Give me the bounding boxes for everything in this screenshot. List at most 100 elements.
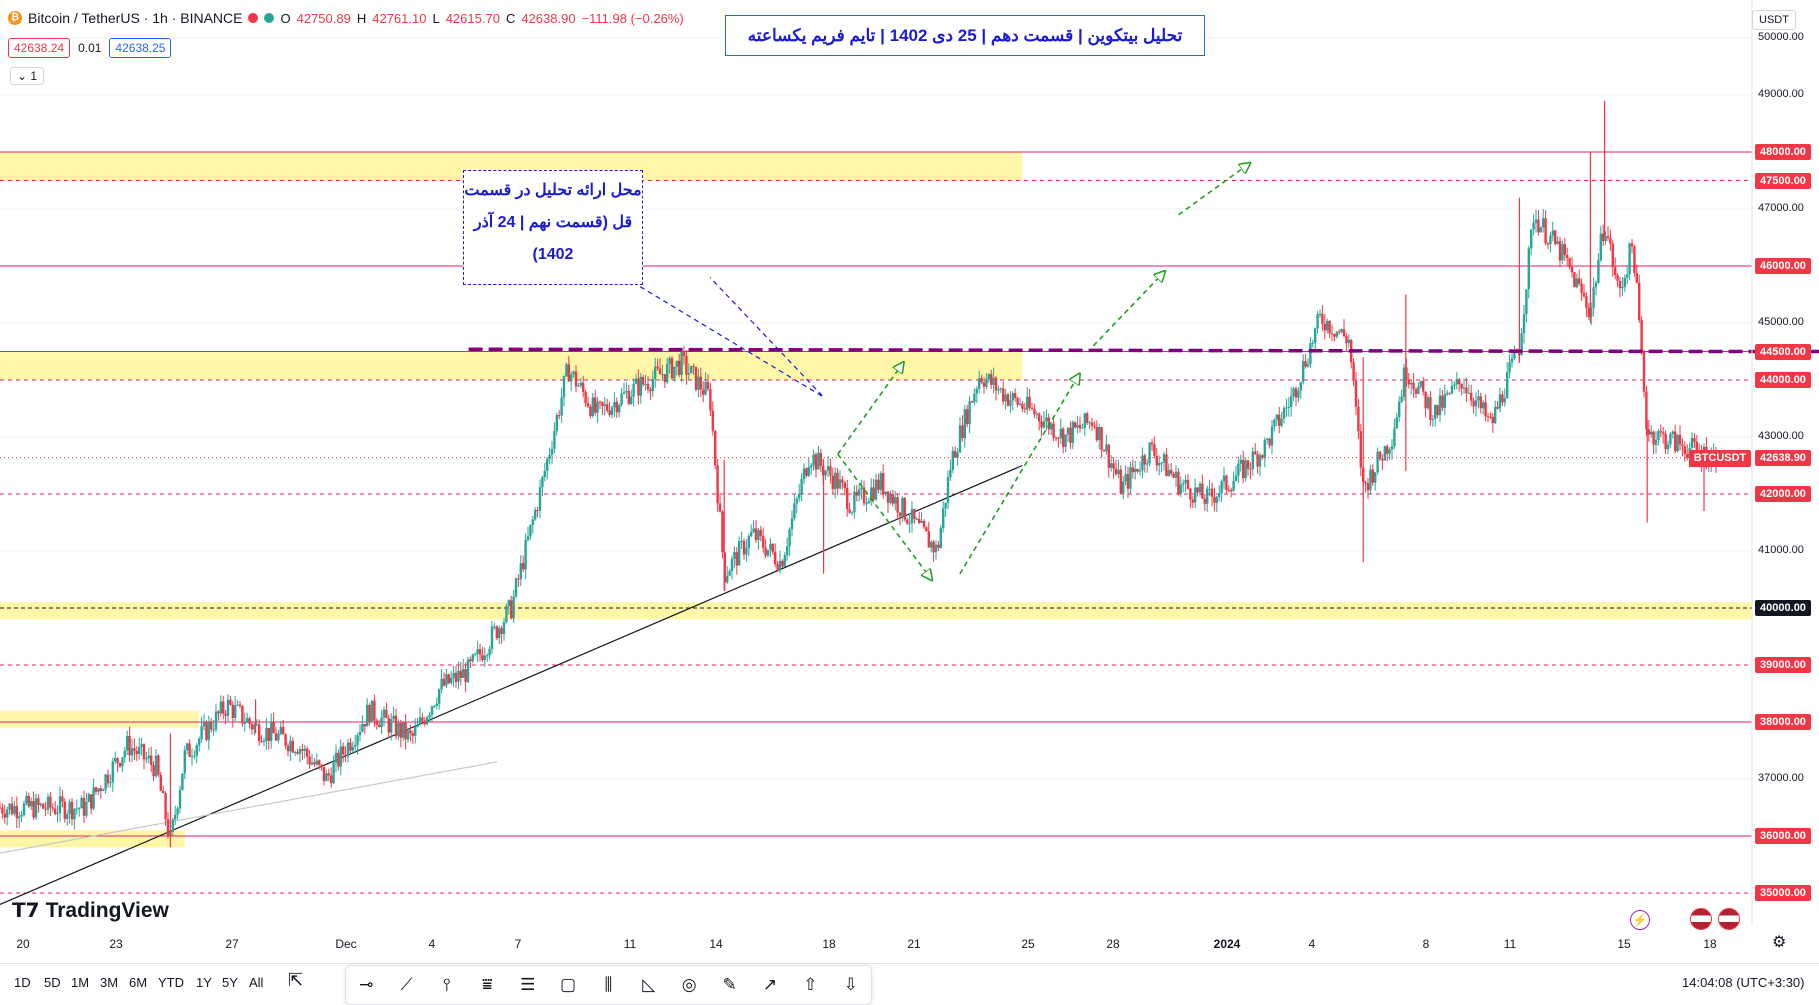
candle-body	[118, 763, 122, 767]
candle-body	[1254, 451, 1257, 455]
range-button-ytd[interactable]: YTD	[158, 975, 184, 990]
candle-body	[253, 725, 256, 730]
circle-tool-icon[interactable]: ◎	[681, 975, 697, 994]
candle-body	[207, 721, 210, 740]
candle-body	[716, 465, 719, 504]
fib-retracement-tool-icon[interactable]: ☰	[520, 975, 536, 994]
candle-body	[138, 747, 141, 755]
candle-body	[632, 383, 635, 397]
candle-body	[181, 773, 184, 790]
trend-line-tool-icon[interactable]: ⟋	[400, 975, 413, 994]
triangle-tool-icon[interactable]: ◺	[642, 975, 656, 994]
vertical-line-tool-icon[interactable]: ⫯	[443, 975, 451, 994]
candle-body	[1054, 437, 1058, 439]
rectangle-tool-icon[interactable]: ▢	[560, 975, 577, 994]
flag-us-icon[interactable]	[1690, 908, 1712, 930]
candle-body	[1196, 487, 1199, 493]
parallel-channel-tool-icon[interactable]: ⩸	[482, 975, 493, 994]
candle-body	[121, 757, 124, 767]
chart-title-box: تحلیل بیتکوین | قسمت دهم | 25 دی 1402 | …	[725, 15, 1205, 56]
sell-button[interactable]: 42638.24	[8, 38, 71, 58]
candle-body	[1513, 350, 1516, 359]
candle-body	[774, 552, 777, 565]
green-projection-arrow	[1178, 163, 1250, 216]
buy-button[interactable]: 42638.25	[109, 38, 172, 58]
candle-body	[1309, 343, 1312, 364]
range-button-1m[interactable]: 1M	[71, 975, 90, 990]
arrow-down-tool-icon[interactable]: ⇩	[843, 975, 858, 994]
candle-body	[258, 724, 261, 742]
candle-body	[1035, 413, 1038, 415]
candle-body	[78, 808, 81, 810]
candle-body	[385, 709, 388, 719]
candle-body	[164, 793, 167, 820]
candle-body	[1592, 287, 1595, 308]
candle-body	[1189, 488, 1192, 500]
candle-body	[1208, 488, 1211, 490]
candle-body	[889, 494, 892, 503]
candle-body	[1057, 437, 1060, 439]
candle-body	[848, 509, 851, 513]
symbol-name[interactable]: Bitcoin / TetherUS · 1h · BINANCE	[28, 10, 243, 26]
settings-gear-icon[interactable]: ⚙	[1772, 934, 1787, 951]
candle-body	[392, 715, 395, 720]
candle-body	[99, 788, 102, 791]
candle-body	[937, 544, 940, 548]
range-button-3m[interactable]: 3M	[100, 975, 119, 990]
candle-body	[183, 750, 186, 774]
currency-selector[interactable]: USDT	[1752, 10, 1796, 30]
candle-body	[80, 798, 83, 809]
candle-body	[982, 382, 986, 387]
compare-icon[interactable]: ⇱	[288, 970, 304, 990]
candle-body	[1568, 258, 1571, 268]
candle-body	[483, 655, 486, 661]
candle-body	[690, 366, 693, 374]
candle-body	[1273, 419, 1276, 427]
candle-body	[406, 730, 410, 740]
candle-body	[685, 356, 688, 375]
range-button-all[interactable]: All	[249, 975, 264, 990]
candle-body	[1232, 481, 1235, 491]
arrow-tool-icon[interactable]: ↗	[762, 975, 778, 994]
candle-body	[1635, 273, 1638, 283]
tradingview-logo[interactable]: 𝗧𝟳 TradingView	[12, 898, 169, 923]
candle-body	[1203, 498, 1206, 504]
indicators-toggle[interactable]: ⌄ 1	[10, 67, 45, 85]
candle-body	[310, 762, 314, 765]
candle-body	[966, 409, 969, 425]
candle-body	[1220, 481, 1223, 494]
candle-body	[162, 790, 165, 794]
candle-body	[159, 774, 162, 791]
candle-body	[565, 364, 568, 376]
range-button-1y[interactable]: 1Y	[196, 975, 212, 990]
range-button-6m[interactable]: 6M	[129, 975, 148, 990]
candle-body	[961, 425, 964, 439]
candle-body	[1530, 229, 1533, 249]
candle-body	[1419, 380, 1422, 387]
arrow-up-tool-icon[interactable]: ⇧	[803, 975, 818, 994]
candle-body	[1532, 222, 1535, 230]
candle-body	[500, 628, 503, 635]
candle-body	[1393, 428, 1396, 447]
candle-body	[1263, 439, 1266, 458]
range-button-5y[interactable]: 5Y	[222, 975, 238, 990]
brush-tool-icon[interactable]: ✎	[722, 975, 737, 994]
horizontal-line-tool-icon[interactable]: ⊸	[359, 975, 374, 994]
candle-body	[435, 703, 438, 707]
candle-body	[534, 509, 537, 520]
range-button-1d[interactable]: 1D	[14, 975, 31, 990]
candle-body	[807, 467, 810, 476]
flag-us-icon-2[interactable]	[1718, 908, 1740, 930]
bars-pattern-tool-icon[interactable]: ⫼	[604, 975, 613, 994]
candle-body	[1681, 444, 1684, 447]
candle-body	[63, 801, 66, 819]
candle-body	[1482, 402, 1485, 409]
lightning-icon[interactable]: ⚡	[1630, 910, 1650, 930]
range-button-5d[interactable]: 5D	[44, 975, 61, 990]
candle-body	[1414, 389, 1418, 394]
candle-body	[706, 381, 710, 389]
clock[interactable]: 14:04:08 (UTC+3:30)	[1682, 975, 1805, 990]
candle-body	[649, 389, 652, 392]
candle-body	[428, 714, 431, 718]
